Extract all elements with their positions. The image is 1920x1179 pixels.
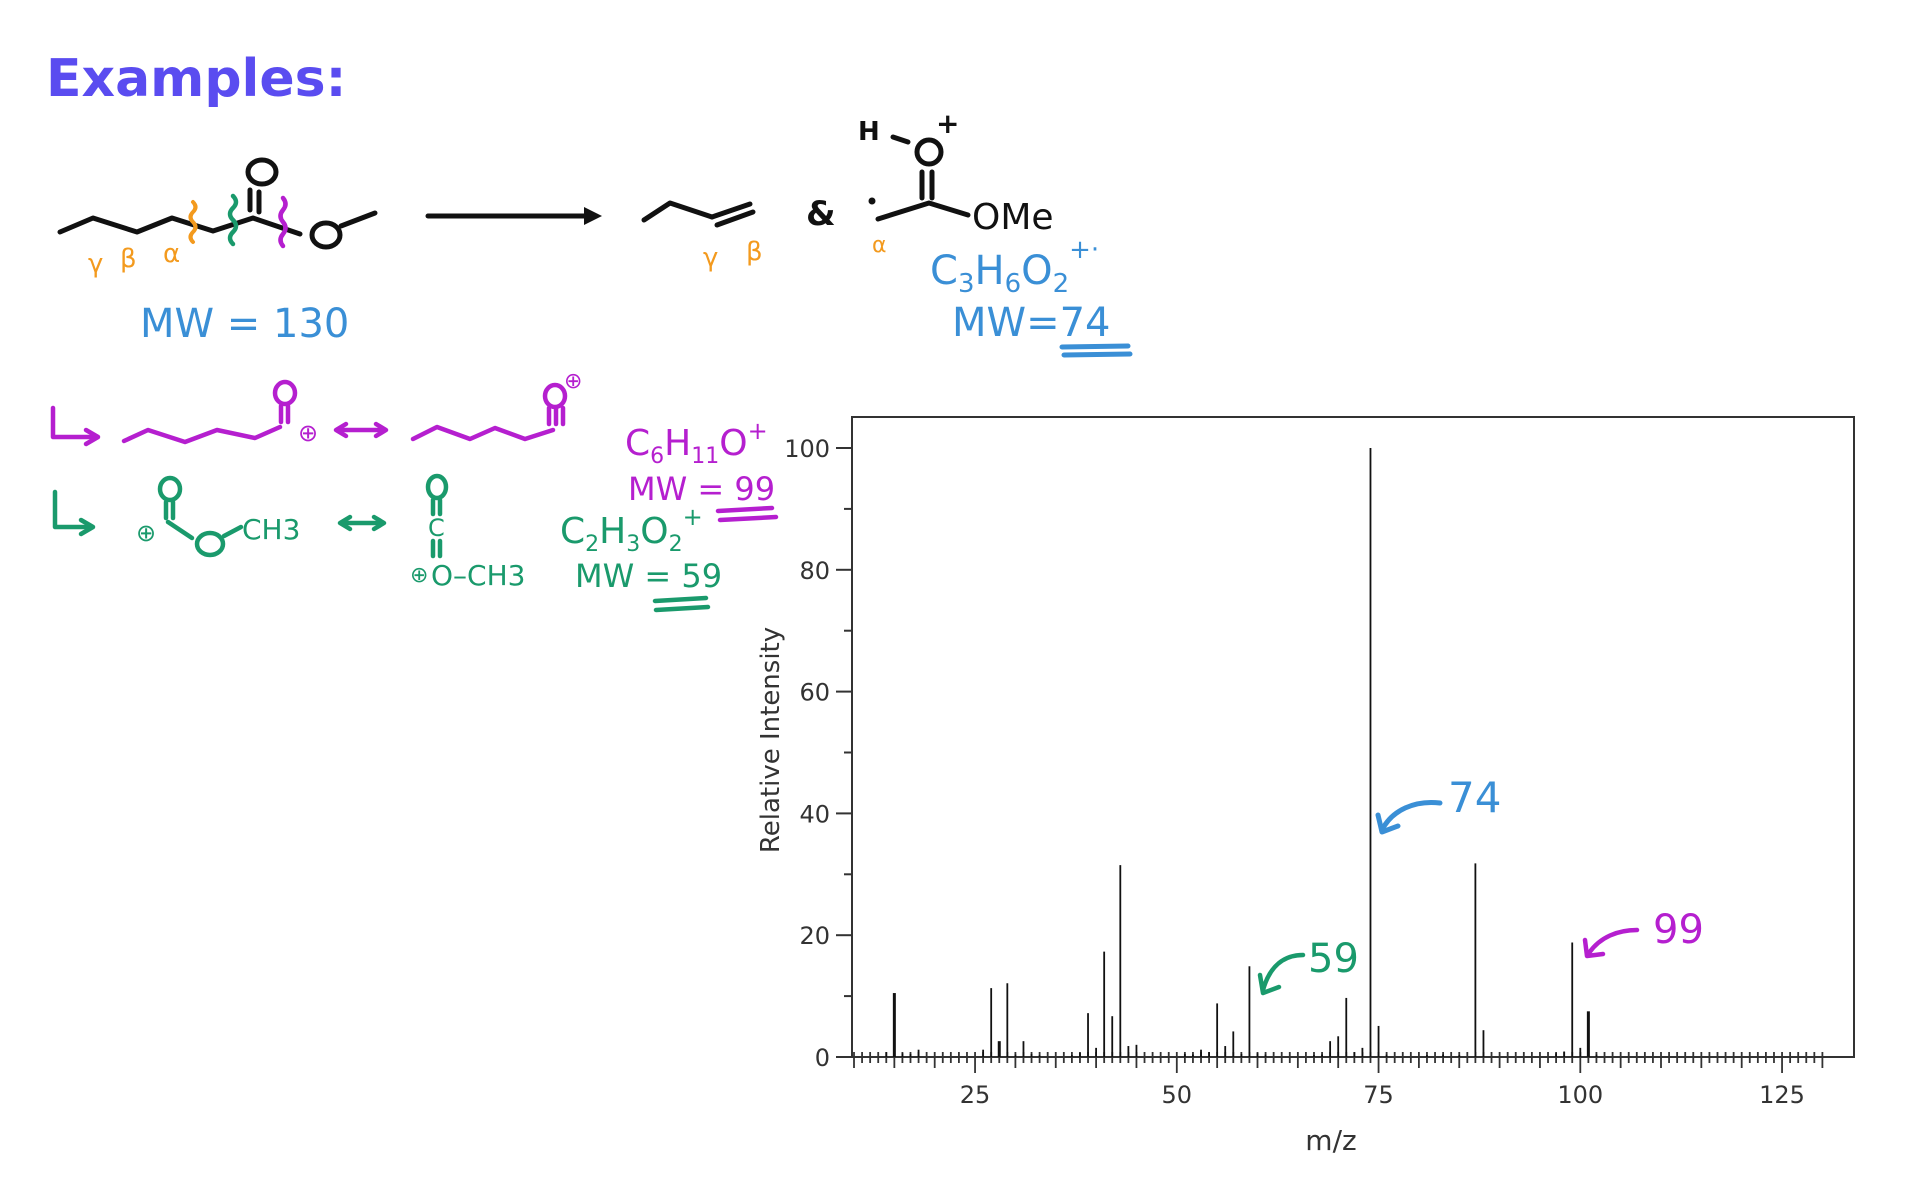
reactant-skeleton <box>57 215 303 237</box>
mw-99-underline <box>715 505 779 523</box>
mass-spectrum-chart: 0 20 40 60 80 100 25 50 75 100 125 m/z Relative I… <box>756 416 1855 1157</box>
radical-dot <box>868 197 876 205</box>
y-tick-label: 40 <box>799 800 830 828</box>
y-tick-label: 80 <box>799 557 830 585</box>
methoxy-group-right: O–CH3 <box>431 559 525 592</box>
acylium-formula: C6H11O+ <box>625 417 768 469</box>
methoxycarbonyl-formula: C2H3O2+ <box>560 503 703 557</box>
spectrum-peaks <box>885 448 1598 1057</box>
x-axis-label: m/z <box>1305 1124 1356 1157</box>
fragment-acylium: ⊕ ⊕ C6H11O+ MW = 99 <box>50 369 779 523</box>
x-axis-ticks: 25 50 75 100 125 <box>853 1052 1824 1109</box>
annotation-74-label: 74 <box>1448 773 1501 822</box>
branch-arrow-green <box>52 489 93 530</box>
annotation-59-label: 59 <box>1308 936 1359 982</box>
gamma-label: γ <box>88 249 103 279</box>
alkene-beta-label: β <box>746 237 763 267</box>
reactant-molecule: γ β α MW = 130 <box>57 157 378 347</box>
plot-frame <box>851 416 1855 1058</box>
x-tick-label: 125 <box>1759 1081 1805 1109</box>
acylium-mw: MW = 99 <box>628 470 775 508</box>
methoxy-label: OMe <box>972 197 1054 238</box>
y-axis-label: Relative Intensity <box>756 627 786 853</box>
ion-alpha-label: α <box>872 233 887 258</box>
methyl-bond <box>338 210 378 229</box>
methoxycarbonyl-charge-left: ⊕ <box>136 519 156 547</box>
hydroxyl-oxygen <box>914 137 944 167</box>
x-tick-label: 75 <box>1363 1081 1394 1109</box>
fragment-methoxycarbonyl: ⊕ CH3 C ⊕ O–CH3 C2H3O2+ MW = 59 <box>52 473 722 613</box>
oxonium-charge: + <box>936 107 959 140</box>
branch-arrow-magenta <box>50 405 98 440</box>
y-tick-label: 20 <box>799 922 830 950</box>
y-tick-label: 100 <box>784 435 830 463</box>
x-tick-label: 100 <box>1557 1081 1603 1109</box>
mw-59-underline <box>652 595 711 613</box>
gamma-beta-cleavage-mark <box>188 200 198 244</box>
x-tick-label: 50 <box>1162 1081 1193 1109</box>
ion-mw: MW=74 <box>952 300 1110 346</box>
ester-oxygen <box>309 220 343 250</box>
alkene-gamma-label: γ <box>703 243 718 273</box>
x-tick-label: 25 <box>960 1081 991 1109</box>
acyl-ester-cleavage-mark <box>278 195 288 249</box>
ketene-carbon: C <box>428 514 445 542</box>
peak-annotation-99: 99 <box>1582 907 1704 959</box>
acylium-charge-right: ⊕ <box>564 369 582 394</box>
alkene-product: γ β <box>641 200 763 273</box>
methoxycarbonyl-mw: MW = 59 <box>575 557 722 595</box>
reactant-mw: MW = 130 <box>140 301 349 347</box>
annotation-99-label: 99 <box>1653 907 1704 953</box>
carbonyl-oxygen <box>245 157 279 187</box>
reaction-arrow <box>425 207 602 225</box>
acylium-charge-left: ⊕ <box>298 419 318 447</box>
mclafferty-ion: H + OMe α C3H6O2+· MW=74 <box>858 107 1133 358</box>
oxonium-charge-green: ⊕ <box>410 563 428 588</box>
peak-annotation-74: 74 <box>1375 773 1501 835</box>
mw-74-underline <box>1059 343 1133 358</box>
ampersand: & <box>806 194 836 234</box>
examples-heading: Examples: <box>46 49 346 109</box>
y-tick-label: 0 <box>815 1044 830 1072</box>
methyl-group-left: CH3 <box>242 513 300 546</box>
y-tick-label: 60 <box>799 679 830 707</box>
hydrogen-label: H <box>858 117 880 147</box>
alpha-label: α <box>163 239 180 269</box>
peak-annotation-59: 59 <box>1257 936 1359 996</box>
y-axis-ticks: 0 20 40 60 80 100 <box>784 435 852 1072</box>
alpha-cleavage-mark <box>227 193 239 247</box>
ion-formula: C3H6O2+· <box>930 235 1099 299</box>
beta-label: β <box>120 244 137 274</box>
